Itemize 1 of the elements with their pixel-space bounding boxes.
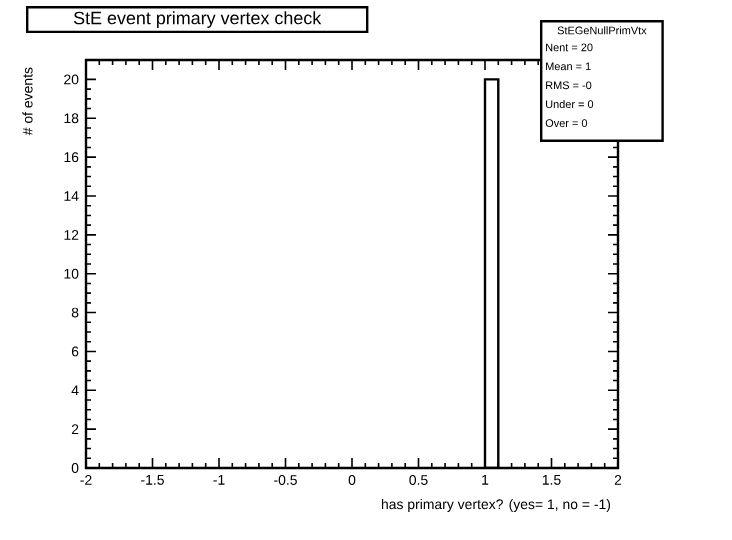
chart-title: StE event primary vertex check bbox=[73, 11, 322, 28]
